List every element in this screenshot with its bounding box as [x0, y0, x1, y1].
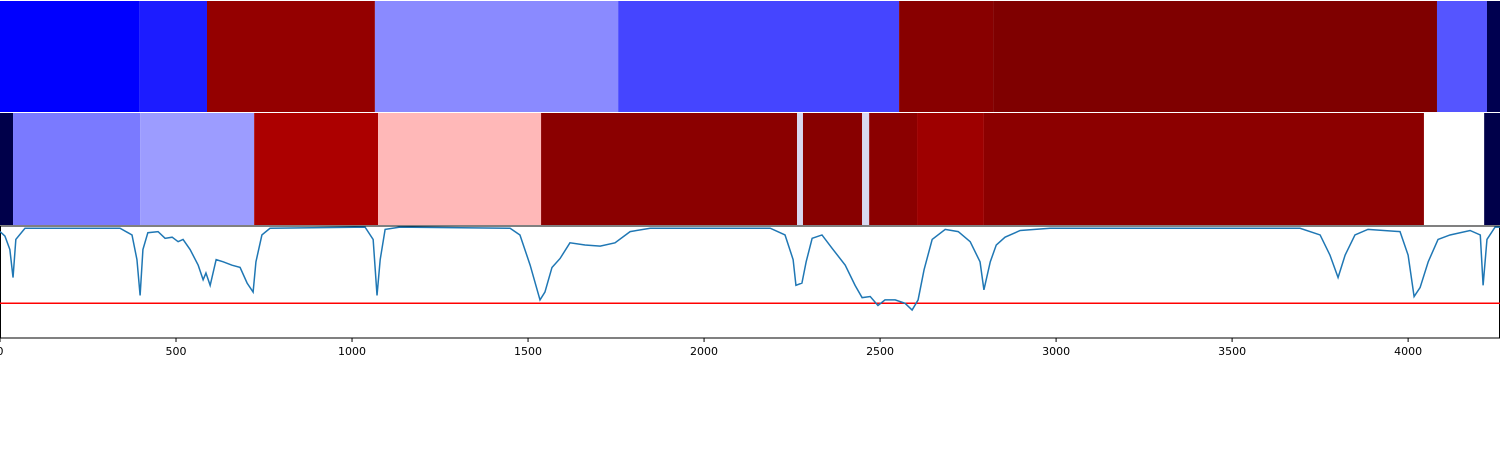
segment [1423, 113, 1485, 225]
segment [1436, 1, 1487, 112]
plot-frame [0, 225, 1500, 339]
segment [917, 113, 984, 225]
x-tick-label: 3000 [1042, 345, 1070, 358]
x-tick-label: 3500 [1218, 345, 1246, 358]
segment [0, 113, 14, 225]
segment [541, 113, 797, 225]
segment [899, 1, 994, 112]
segment [618, 1, 900, 112]
segment [140, 113, 255, 225]
x-tick-label: 1500 [514, 345, 542, 358]
segment [206, 1, 375, 112]
segment [993, 1, 1437, 112]
segment [378, 113, 542, 225]
segment [139, 1, 207, 112]
segment [1486, 1, 1500, 112]
x-tick-label: 1000 [338, 345, 366, 358]
segment [796, 113, 803, 225]
segment [254, 113, 379, 225]
segment [0, 1, 140, 112]
x-tick-label: 0 [0, 345, 4, 358]
x-tick-label: 2500 [866, 345, 894, 358]
x-tick-label: 500 [166, 345, 187, 358]
x-tick-label: 4000 [1394, 345, 1422, 358]
segment [983, 113, 1424, 225]
signal-line [0, 226, 1500, 312]
segment [13, 113, 141, 225]
segment [1484, 113, 1500, 225]
segment [862, 113, 870, 225]
segment [869, 113, 918, 225]
segment [374, 1, 619, 112]
segment [802, 113, 863, 225]
x-tick-label: 2000 [690, 345, 718, 358]
